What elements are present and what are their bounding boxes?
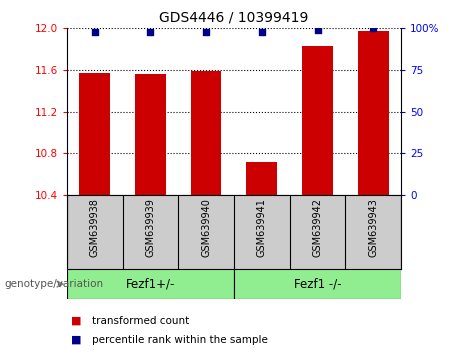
Text: Fezf1 -/-: Fezf1 -/- bbox=[294, 278, 341, 291]
Point bbox=[91, 29, 98, 34]
Text: ■: ■ bbox=[71, 335, 82, 345]
Bar bbox=[302, 46, 333, 195]
Text: GSM639939: GSM639939 bbox=[145, 199, 155, 257]
Bar bbox=[358, 32, 389, 195]
Text: GSM639943: GSM639943 bbox=[368, 199, 378, 257]
Text: GSM639940: GSM639940 bbox=[201, 199, 211, 257]
Text: ■: ■ bbox=[71, 316, 82, 326]
Text: GSM639938: GSM639938 bbox=[90, 199, 100, 257]
Point bbox=[202, 29, 210, 34]
Title: GDS4446 / 10399419: GDS4446 / 10399419 bbox=[159, 10, 309, 24]
Text: percentile rank within the sample: percentile rank within the sample bbox=[92, 335, 268, 345]
Bar bbox=[247, 162, 277, 195]
Bar bbox=[234, 269, 401, 299]
Bar bbox=[135, 74, 165, 195]
Bar bbox=[79, 73, 110, 195]
Text: Fezf1+/-: Fezf1+/- bbox=[126, 278, 175, 291]
Point bbox=[314, 27, 321, 33]
Text: transformed count: transformed count bbox=[92, 316, 189, 326]
Point bbox=[147, 29, 154, 34]
Point bbox=[258, 29, 266, 34]
Point bbox=[370, 25, 377, 31]
Text: GSM639941: GSM639941 bbox=[257, 199, 267, 257]
Bar bbox=[67, 269, 234, 299]
Text: GSM639942: GSM639942 bbox=[313, 199, 323, 257]
Text: genotype/variation: genotype/variation bbox=[5, 279, 104, 289]
Bar bbox=[191, 71, 221, 195]
